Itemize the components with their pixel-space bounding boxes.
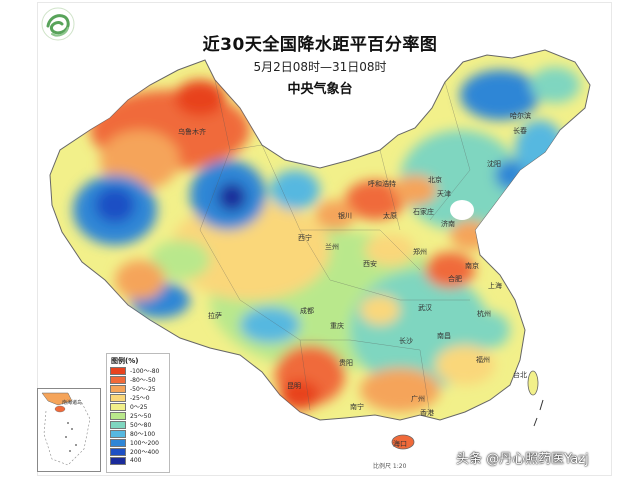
inset-map [41,392,91,466]
legend-item: 50～80 [110,420,151,429]
city-label: 沈阳 [487,159,501,168]
legend-label: -25～0 [130,395,150,402]
scale-label: 比例尺 1:20 [373,463,407,470]
city-label: 兰州 [325,242,339,251]
legend-swatch [110,438,126,447]
legend-item: 25～50 [110,411,151,420]
map-title: 近30天全国降水距平百分率图 [202,35,438,55]
city-label: 天津 [437,190,451,198]
legend-label: 100～200 [130,440,159,447]
city-label: 太原 [383,211,397,220]
legend-label: 50～80 [130,422,152,429]
legend-label: 80～100 [130,431,156,438]
legend-swatch [110,411,126,420]
city-label: 贵阳 [339,358,353,367]
city-label: 杭州 [477,309,491,318]
legend-title: 图例(%) [111,357,139,365]
legend-label: -50～-25 [130,386,156,393]
city-label: 郑州 [413,248,427,256]
city-label: 长沙 [399,336,413,345]
inset-label: 南海诸岛 [62,400,83,406]
city-label: 广州 [411,394,425,403]
legend-swatch [110,429,126,438]
city-label: 香港 [420,408,434,417]
legend-swatch [110,420,126,429]
legend-swatch [110,447,126,456]
city-label: 武汉 [418,303,432,312]
legend-item: -100～-80 [110,366,159,375]
city-label: 西宁 [298,233,312,242]
legend-item: 400 [110,456,141,465]
legend-item: 0～25 [110,402,147,411]
legend-swatch [110,375,126,384]
watermark: 头条 @丹心照药医Yazj [456,452,589,467]
city-label: 哈尔滨 [510,111,531,120]
legend-label: 25～50 [130,413,152,420]
legend-label: 200～400 [130,449,159,456]
city-label: 合肥 [448,274,462,283]
city-label: 南宁 [350,402,364,411]
city-label: 呼和浩特 [368,179,396,188]
legend-item: -50～-25 [110,384,156,393]
city-label: 石家庄 [413,207,434,216]
city-label: 南京 [465,261,479,270]
city-label: 海口 [393,439,407,448]
legend-label: -100～-80 [130,368,160,375]
city-label: 台北 [513,370,527,379]
legend-item: -25～0 [110,393,150,402]
legend-item: 200～400 [110,447,159,456]
legend-swatch [110,456,126,465]
legend: 图例(%) -100～-80 -80～-50 -50～-25 -25～0 0～2… [106,353,170,473]
city-label: 福州 [476,355,490,364]
china-map [49,49,591,450]
city-labels: 乌鲁木齐 哈尔滨 长春 沈阳 呼和浩特 北京 天津 石家庄 太原 济南 银川 西… [178,111,531,448]
legend-label: -80～-50 [130,377,156,384]
city-label: 成都 [300,306,314,315]
legend-item: -80～-50 [110,375,156,384]
map-subtitle: 5月2日08时—31日08时 [253,60,387,74]
city-label: 重庆 [330,321,344,330]
legend-swatch [110,366,126,375]
legend-item: 80～100 [110,429,155,438]
city-label: 长春 [513,126,527,135]
sea-boundary-marks [533,399,544,427]
city-label: 西安 [363,259,377,268]
agency-label: 中央气象台 [287,82,353,97]
legend-label: 400 [130,457,142,464]
city-label: 银川 [338,211,352,220]
legend-label: 0～25 [130,404,148,411]
legend-swatch [110,393,126,402]
city-label: 昆明 [287,382,301,390]
city-label: 拉萨 [208,311,222,320]
cma-logo-icon [41,7,75,41]
legend-item: 100～200 [110,438,159,447]
city-label: 上海 [488,281,502,290]
legend-swatch [110,384,126,393]
city-label: 南昌 [437,331,451,340]
precip-anomaly-field [73,67,580,412]
legend-swatch [110,402,126,411]
south-china-sea-inset: 南海诸岛 [37,388,101,472]
city-label: 北京 [428,175,442,184]
city-label: 乌鲁木齐 [178,127,206,136]
city-label: 济南 [441,219,455,228]
